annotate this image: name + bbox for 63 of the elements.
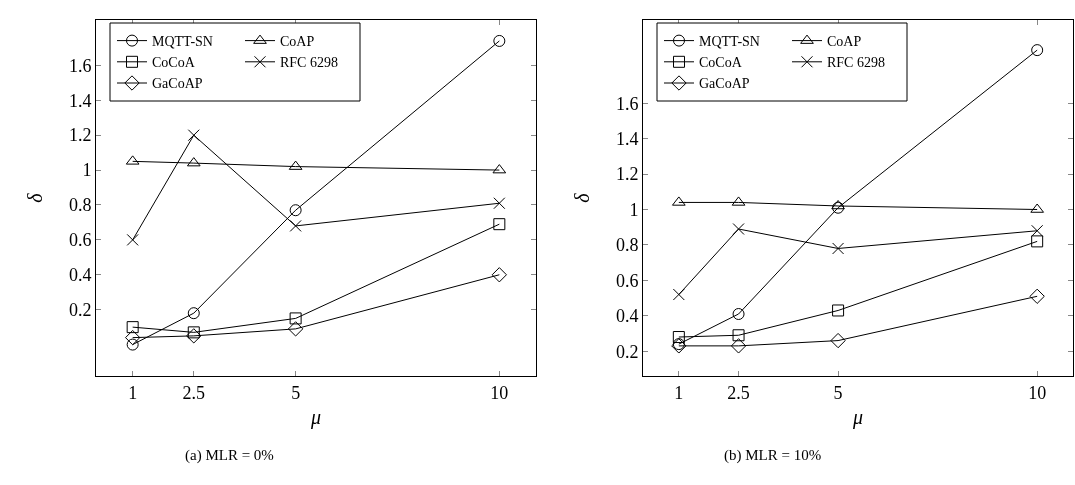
x-tick-label: 5 [833, 382, 843, 403]
point [289, 204, 302, 217]
point [1029, 288, 1045, 304]
text: (b) MLR = 10% [724, 447, 822, 464]
y-tick-label: 0.4 [615, 306, 639, 327]
legend-label: CoAP [280, 34, 315, 50]
legend-label: MQTT-SN [152, 34, 213, 50]
legend-label: CoCoA [699, 55, 743, 71]
point [187, 326, 200, 339]
y-axis-title: δ [24, 192, 47, 203]
y-tick-label: 0.2 [68, 299, 92, 320]
point [287, 321, 304, 337]
legend-label: RFC 6298 [827, 55, 885, 71]
point [732, 329, 745, 342]
legend-label: GaCoAP [152, 76, 203, 92]
legend-label: MQTT-SN [699, 34, 760, 50]
point [491, 267, 507, 283]
y-tick-label: 1.6 [68, 55, 92, 76]
x-tick-label: 2.5 [182, 382, 206, 403]
y-tick-label: 0.8 [615, 235, 639, 256]
point [832, 201, 845, 214]
x-tick-label: 2.5 [727, 382, 750, 403]
point [730, 338, 747, 354]
point [125, 329, 141, 346]
x-axis-title: μ [309, 406, 322, 430]
y-tick-label: 0.6 [68, 230, 92, 251]
y-axis-title: δ [571, 192, 594, 203]
y-tick-label: 1.2 [68, 125, 92, 146]
point [672, 331, 685, 344]
y-tick-label: 0.6 [615, 270, 639, 291]
x-tick-label: 10 [1028, 382, 1047, 403]
legend-label: CoAP [827, 34, 862, 50]
point [832, 304, 845, 317]
point [126, 321, 139, 334]
point [187, 307, 200, 320]
point [289, 312, 302, 325]
y-tick-label: 0.4 [68, 265, 92, 286]
point [831, 199, 845, 210]
x-tick-label: 5 [291, 382, 301, 403]
y-tick-label: 1.4 [615, 128, 639, 149]
point [126, 338, 139, 351]
point [186, 328, 202, 344]
y-tick-label: 0.8 [68, 195, 92, 216]
y-tick-label: 1.4 [68, 90, 92, 111]
point [493, 34, 506, 47]
x-tick-label: 1 [128, 382, 138, 403]
y-tick-label: 1.6 [615, 93, 639, 114]
x-tick-label: 1 [674, 382, 684, 403]
y-tick-label: 1 [82, 160, 92, 181]
y-tick-label: 1.2 [615, 164, 639, 185]
legend-label: CoCoA [152, 55, 196, 71]
point [732, 308, 745, 321]
legend-label: RFC 6298 [280, 55, 338, 71]
text: (a) MLR = 0% [185, 447, 274, 464]
y-tick-label: 1 [629, 199, 639, 220]
point [1031, 235, 1044, 248]
legend-label: GaCoAP [699, 76, 750, 92]
x-tick-label: 10 [490, 382, 509, 403]
point [1031, 44, 1044, 57]
y-tick-label: 0.2 [615, 341, 639, 362]
point [830, 332, 846, 349]
x-axis-title: μ [851, 406, 864, 430]
point [493, 218, 506, 231]
